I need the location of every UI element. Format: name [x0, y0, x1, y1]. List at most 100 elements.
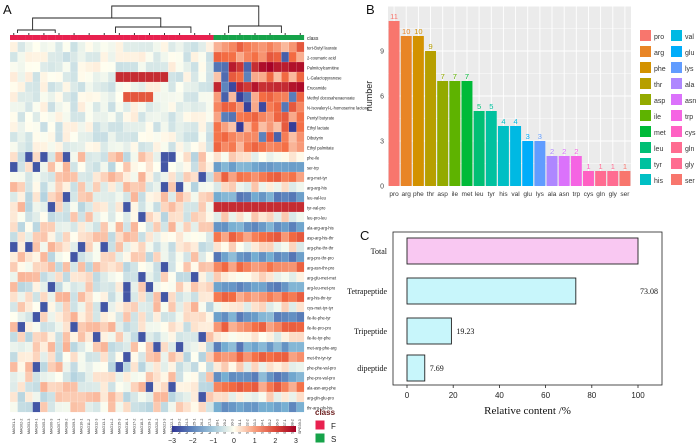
heatmap-cell: [55, 401, 63, 413]
heatmap-cell: [153, 251, 161, 263]
heatmap-cell: [92, 341, 101, 353]
x-tick-label: ala: [548, 191, 557, 198]
heatmap-cell: [115, 121, 124, 133]
heatmap-cell: [175, 231, 184, 243]
heatmap-cell: [236, 61, 244, 73]
heatmap-cell: [213, 61, 222, 73]
heatmap-cell: [123, 91, 131, 103]
heatmap-cell: [85, 211, 94, 223]
heatmap-cell: [198, 211, 207, 223]
heatmap-cell: [228, 341, 237, 353]
legend-label: gln: [685, 146, 694, 153]
heatmap-cell: [145, 381, 154, 393]
heatmap-cell: [138, 51, 146, 63]
heatmap-cell: [221, 211, 229, 223]
heatmap-cell: [62, 161, 71, 173]
heatmap-cell: [77, 251, 86, 263]
heatmap-cell: [243, 61, 252, 73]
heatmap-cell: [92, 121, 101, 133]
heatmap-cell: [145, 171, 154, 183]
heatmap-cell: [183, 321, 192, 333]
heatmap-cell: [92, 111, 101, 123]
heatmap-cell: [168, 361, 177, 373]
heatmap-cell: [175, 381, 184, 393]
heatmap-cell: [251, 271, 259, 283]
heatmap-cell: [175, 241, 184, 253]
heatmap-cell: [273, 241, 282, 253]
heatmap-cell: [100, 241, 109, 253]
heatmap-cell: [205, 241, 214, 253]
heatmap-cell: [130, 311, 139, 323]
heatmap-cell: [40, 151, 48, 163]
heatmap-cell: [107, 281, 116, 293]
heatmap-cell: [205, 131, 214, 143]
heatmap-cell: [153, 231, 161, 243]
heatmap-cell: [40, 311, 48, 323]
legend-swatch: [671, 142, 682, 153]
heatmap-cell: [70, 81, 79, 93]
heatmap-cell: [175, 81, 184, 93]
heatmap-cell: [47, 331, 56, 343]
heatmap-cell: [47, 341, 56, 353]
heatmap-cell: [25, 261, 33, 273]
heatmap-cell: [138, 211, 146, 223]
class-cell-s: [258, 35, 267, 40]
heatmap-cell: [243, 221, 252, 233]
heatmap-cell: [273, 41, 282, 53]
heatmap-row-label: Dibutyrin: [307, 136, 324, 141]
heatmap-row-label: 2-coumaric acid: [307, 56, 337, 61]
heatmap-cell: [153, 121, 161, 133]
heatmap-cell: [153, 321, 161, 333]
heatmap-cell: [266, 271, 275, 283]
x-tick-label: 100: [631, 391, 645, 400]
heatmap-cell: [47, 141, 56, 153]
heatmap-cell: [190, 51, 199, 63]
heatmap-cell: [138, 131, 146, 143]
heatmap-cell: [77, 331, 86, 343]
heatmap-cell: [168, 251, 177, 263]
heatmap-cell: [62, 111, 71, 123]
heatmap-cell: [107, 341, 116, 353]
heatmap-cell: [92, 261, 101, 273]
heatmap-cell: [55, 251, 63, 263]
heatmap-cell: [175, 301, 184, 313]
heatmap-cell: [160, 301, 169, 313]
bar-value-label: 9: [428, 42, 432, 51]
heatmap-cell: [296, 121, 305, 133]
heatmap-cell: [273, 371, 282, 383]
heatmap-cell: [92, 151, 101, 163]
heatmap-cell: [221, 341, 229, 353]
heatmap-cell: [296, 401, 305, 413]
heatmap-cell: [62, 181, 71, 193]
class-cell-f: [25, 35, 33, 40]
heatmap-cell: [175, 351, 184, 363]
heatmap-cell: [296, 281, 305, 293]
heatmap-cell: [160, 321, 169, 333]
heatmap-cell: [123, 261, 131, 273]
heatmap-cell: [273, 391, 282, 403]
y-axis-title: number: [364, 81, 374, 112]
heatmap-cell: [145, 351, 154, 363]
heatmap-cell: [55, 191, 63, 203]
heatmap-cell: [221, 231, 229, 243]
x-tick-label: ser: [620, 191, 630, 198]
heatmap-cell: [62, 361, 71, 373]
heatmap-cell: [243, 71, 252, 83]
legend-swatch: [671, 46, 682, 57]
heatmap-cell: [273, 61, 282, 73]
heatmap-cell: [251, 231, 259, 243]
x-tick-label: met: [462, 191, 473, 198]
class-legend-swatch-f: [314, 419, 326, 431]
heatmap-cell: [47, 171, 56, 183]
heatmap-cell: [92, 241, 101, 253]
heatmap-cell: [236, 361, 244, 373]
heatmap-cell: [221, 141, 229, 153]
heatmap-cell: [107, 301, 116, 313]
heatmap-cell: [85, 271, 94, 283]
heatmap-cell: [32, 161, 41, 173]
bar-tyr: [485, 111, 497, 186]
heatmap-cell: [9, 351, 18, 363]
heatmap-row-label: arg-leu-met-pro: [307, 286, 336, 291]
bar-value-label: 5: [477, 102, 481, 111]
heatmap-cell: [9, 51, 18, 63]
